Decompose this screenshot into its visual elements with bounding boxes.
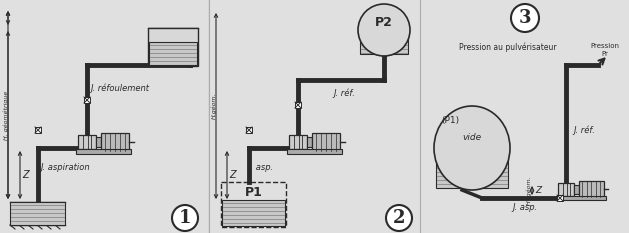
- Bar: [558, 183, 574, 195]
- Bar: [287, 149, 342, 154]
- Bar: [295, 102, 301, 108]
- Text: Z: Z: [535, 186, 541, 195]
- Bar: [289, 135, 307, 149]
- Bar: [148, 28, 198, 66]
- Text: J. réfoulement: J. réfoulement: [91, 83, 150, 93]
- Text: H.géom.: H.géom.: [211, 93, 217, 119]
- Bar: [149, 42, 197, 65]
- Circle shape: [511, 4, 539, 32]
- Text: Z: Z: [229, 170, 236, 180]
- Text: J. asp.: J. asp.: [513, 202, 538, 212]
- Bar: [221, 182, 286, 227]
- Bar: [10, 202, 65, 225]
- Text: H. géom.: H. géom.: [526, 176, 532, 205]
- Bar: [579, 181, 604, 197]
- Bar: [556, 195, 606, 200]
- Bar: [78, 135, 96, 149]
- Text: Pression au pulvérisateur: Pression au pulvérisateur: [459, 42, 557, 52]
- Bar: [436, 153, 508, 188]
- Bar: [246, 127, 252, 133]
- Text: vide: vide: [462, 134, 482, 143]
- Text: H. géométrique: H. géométrique: [3, 90, 9, 140]
- Bar: [84, 97, 90, 103]
- Bar: [307, 137, 312, 147]
- Text: J. réf.: J. réf.: [573, 125, 595, 135]
- Text: P1: P1: [245, 185, 262, 199]
- Circle shape: [172, 205, 198, 231]
- Bar: [420, 0, 629, 233]
- Text: J. aspiration: J. aspiration: [40, 164, 90, 172]
- Ellipse shape: [434, 106, 510, 190]
- Bar: [222, 200, 285, 226]
- Text: 3: 3: [519, 9, 532, 27]
- Bar: [574, 185, 579, 194]
- Bar: [101, 133, 129, 151]
- Text: 2: 2: [392, 209, 405, 227]
- Text: Z: Z: [22, 170, 29, 180]
- Bar: [96, 137, 101, 147]
- Circle shape: [358, 4, 410, 56]
- Text: (P1): (P1): [441, 116, 459, 124]
- Text: J. asp.: J. asp.: [248, 164, 274, 172]
- Text: Pression
Pr: Pression Pr: [591, 44, 620, 56]
- Bar: [360, 34, 408, 54]
- Bar: [312, 133, 340, 151]
- Circle shape: [386, 205, 412, 231]
- Bar: [35, 127, 41, 133]
- Text: P2: P2: [375, 16, 393, 28]
- Bar: [0, 0, 208, 233]
- Text: 1: 1: [179, 209, 191, 227]
- Bar: [76, 149, 131, 154]
- Bar: [557, 195, 563, 201]
- Text: J. réf.: J. réf.: [333, 88, 355, 98]
- Bar: [209, 0, 420, 233]
